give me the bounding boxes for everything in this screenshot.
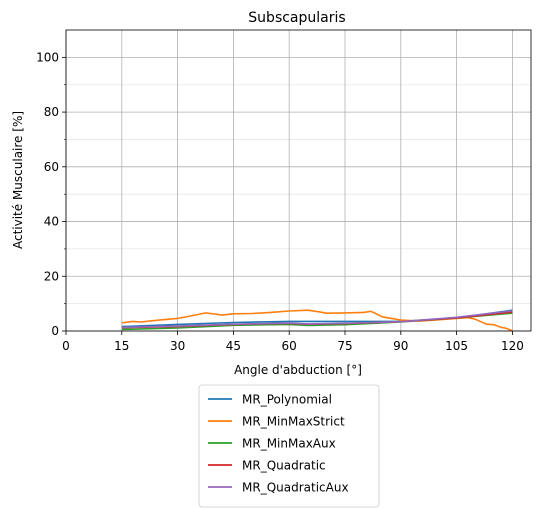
legend-label-mr-minmaxaux: MR_MinMaxAux — [242, 437, 336, 451]
chart-title: Subscapularis — [248, 10, 345, 26]
legend-label-mr-quadratic: MR_Quadratic — [242, 459, 326, 473]
axis-ticks: 0 15 30 45 60 75 90 105 120 0 20 40 60 80 100 — [36, 50, 524, 353]
plot-frame — [66, 30, 531, 331]
x-axis-label: Angle d'abduction [°] — [234, 363, 362, 377]
y-tick-label: 80 — [44, 105, 59, 119]
series-lines — [122, 310, 513, 331]
y-tick-label: 60 — [44, 160, 59, 174]
x-tick-label: 60 — [282, 339, 297, 353]
y-tick-label: 40 — [44, 215, 59, 229]
x-tick-label: 45 — [226, 339, 241, 353]
x-tick-label: 75 — [337, 339, 352, 353]
x-tick-label: 105 — [445, 339, 468, 353]
legend-label-mr-minmaxstrict: MR_MinMaxStrict — [242, 415, 345, 429]
x-tick-label: 15 — [114, 339, 129, 353]
grid — [66, 30, 531, 331]
legend: MR_Polynomial MR_MinMaxStrict MR_MinMaxAux… — [199, 385, 379, 507]
y-tick-label: 20 — [44, 269, 59, 283]
y-tick-label: 100 — [36, 50, 59, 64]
y-axis-label: Activité Musculaire [%] — [11, 111, 25, 249]
legend-label-mr-quadraticaux: MR_QuadraticAux — [242, 481, 349, 495]
legend-label-mr-polynomial: MR_Polynomial — [242, 393, 332, 407]
x-tick-label: 30 — [170, 339, 185, 353]
x-tick-label: 90 — [393, 339, 408, 353]
x-tick-label: 120 — [501, 339, 524, 353]
x-tick-label: 0 — [62, 339, 70, 353]
y-tick-label: 0 — [51, 324, 59, 338]
